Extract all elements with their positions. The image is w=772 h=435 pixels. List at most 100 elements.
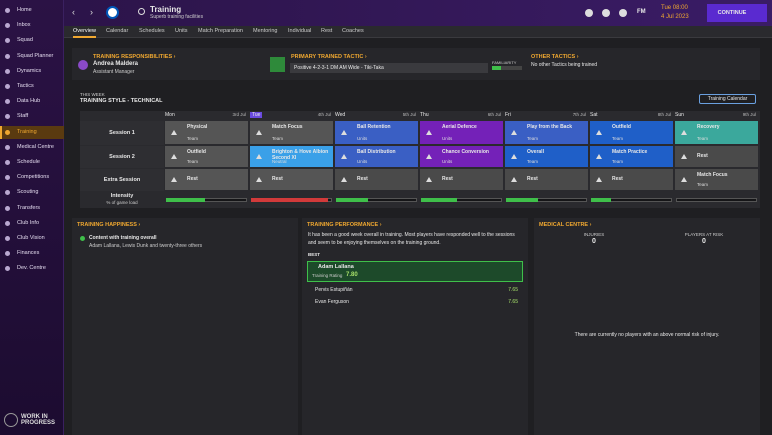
session-cell[interactable]: Rest	[335, 169, 418, 190]
heading[interactable]: OTHER TACTICS	[531, 54, 579, 60]
session-title: Rest	[527, 176, 538, 182]
subtitle: Superb training facilities	[150, 14, 204, 20]
session-cell[interactable]: Outfield Team	[590, 121, 673, 144]
best-label: BEST	[308, 252, 321, 257]
session-title: Ball Retention	[357, 124, 391, 130]
session-icon	[596, 154, 602, 159]
session-icon	[341, 130, 347, 135]
nav-back[interactable]: ‹	[72, 7, 75, 17]
nav-icon	[5, 68, 10, 74]
session-cell[interactable]: Rest	[165, 169, 248, 190]
familiarity-label: FAMILIARITY	[492, 60, 517, 65]
session-sub: Team	[187, 136, 199, 141]
session-icon	[171, 130, 177, 135]
session-cell[interactable]: Ball Distribution Units	[335, 146, 418, 167]
session-cell[interactable]: Brighton & Hove Albion Second XI Neutral	[250, 146, 333, 167]
tab[interactable]: Match Preparation	[198, 28, 243, 34]
nav-label: Squad Planner	[17, 52, 54, 59]
text: No other Tactics being trained	[531, 62, 598, 68]
day-date: 5th Jul	[402, 112, 416, 117]
session-cell[interactable]: Match Focus Team	[250, 121, 333, 144]
nav-item[interactable]	[0, 125, 64, 139]
tactic-icon	[270, 57, 285, 72]
session-cell[interactable]: Outfield Team	[165, 146, 248, 167]
rating: 7.65	[508, 299, 518, 305]
session-sub: Team	[612, 159, 624, 164]
familiarity-bar	[492, 66, 501, 70]
session-cell[interactable]: Overall Team	[505, 146, 588, 167]
session-cell[interactable]: Rest	[250, 169, 333, 190]
calendar-button[interactable]: Training Calendar	[699, 94, 756, 104]
session-cell[interactable]: Match Focus Team	[675, 169, 758, 190]
heading[interactable]: MEDICAL CENTRE	[539, 222, 591, 228]
session-sub: Units	[442, 136, 453, 141]
session-cell[interactable]: Play from the Back Team	[505, 121, 588, 144]
tab[interactable]: Overview	[73, 28, 96, 38]
intensity-label: Intensity	[110, 193, 134, 199]
day-name: Mon	[165, 112, 175, 118]
nav-fwd[interactable]: ›	[90, 7, 93, 17]
session-sub: Neutral	[272, 159, 287, 164]
footer: WORK IN PROGRESS	[21, 414, 56, 426]
heading[interactable]: PRIMARY TRAINED TACTIC	[291, 54, 367, 60]
tool-icon[interactable]	[619, 9, 627, 17]
tool-icon[interactable]	[585, 9, 593, 17]
session-cell[interactable]: Rest	[675, 146, 758, 167]
tab[interactable]: Calendar	[106, 28, 129, 34]
tab[interactable]: Rest	[321, 28, 333, 34]
nav-label: Schedule	[17, 159, 40, 165]
session-cell[interactable]: Rest	[420, 169, 503, 190]
stat-value: 0	[592, 238, 596, 245]
session-sub: Units	[357, 136, 368, 141]
nav-icon	[5, 8, 10, 13]
nav-label: Dynamics	[17, 67, 42, 74]
nav-icon	[5, 251, 10, 257]
time: Tue 08:00	[661, 5, 688, 11]
session-title: Rest	[697, 153, 708, 159]
familiarity-track	[492, 66, 522, 70]
session-cell[interactable]: Physical Team	[165, 121, 248, 144]
nav-icon	[5, 236, 10, 241]
session-cell[interactable]: Aerial Defence Units	[420, 121, 503, 144]
session-sub: Team	[527, 159, 539, 164]
tab[interactable]: Units	[175, 28, 188, 34]
heading[interactable]: TRAINING HAPPINESS	[77, 222, 140, 228]
session-icon	[426, 130, 432, 135]
continue-button[interactable]: CONTINUE	[707, 4, 767, 22]
session-title: Match Practice	[612, 149, 648, 155]
session-cell[interactable]: Chance Conversion Units	[420, 146, 503, 167]
role: Assistant Manager	[93, 69, 135, 75]
session-icon	[341, 154, 347, 159]
tool-icon[interactable]	[602, 9, 610, 17]
heading[interactable]: TRAINING RESPONSIBILITIES	[93, 54, 176, 60]
stat-value: 0	[702, 238, 706, 245]
nav-label: Data Hub	[17, 98, 41, 105]
club-badge[interactable]	[106, 6, 119, 19]
tab[interactable]: Coaches	[342, 28, 364, 34]
avatar	[78, 60, 88, 70]
day-name: Wed	[335, 112, 346, 118]
session-sub: Team	[272, 136, 284, 141]
tab[interactable]: Schedules	[139, 28, 165, 34]
session-icon	[256, 154, 262, 159]
tactic-select[interactable]: Positive 4-2-3-1 DM AM Wide - Tiki-Taka	[290, 63, 488, 73]
session-cell[interactable]: Match Practice Team	[590, 146, 673, 167]
session-cell[interactable]: Recovery Team	[675, 121, 758, 144]
intensity-sublabel: % of game load	[106, 200, 138, 205]
heading[interactable]: TRAINING PERFORMANCE	[307, 222, 382, 228]
nav-label: Home	[17, 7, 32, 13]
session-cell[interactable]: Rest	[505, 169, 588, 190]
tab[interactable]: Individual	[288, 28, 312, 34]
day-date: 9th Jul	[742, 112, 756, 117]
stat-label: INJURIES	[583, 232, 605, 237]
day-date: 4th Jul	[317, 112, 331, 117]
nav-icon	[5, 160, 10, 165]
session-icon	[511, 154, 517, 159]
session-cell[interactable]: Ball Retention Units	[335, 121, 418, 144]
session-sub: Units	[357, 159, 368, 164]
day-name: Thu	[420, 112, 429, 118]
tab[interactable]: Mentoring	[253, 28, 278, 34]
search-icon[interactable]	[138, 8, 145, 15]
session-title: Overall	[527, 149, 544, 155]
session-cell[interactable]: Rest	[590, 169, 673, 190]
